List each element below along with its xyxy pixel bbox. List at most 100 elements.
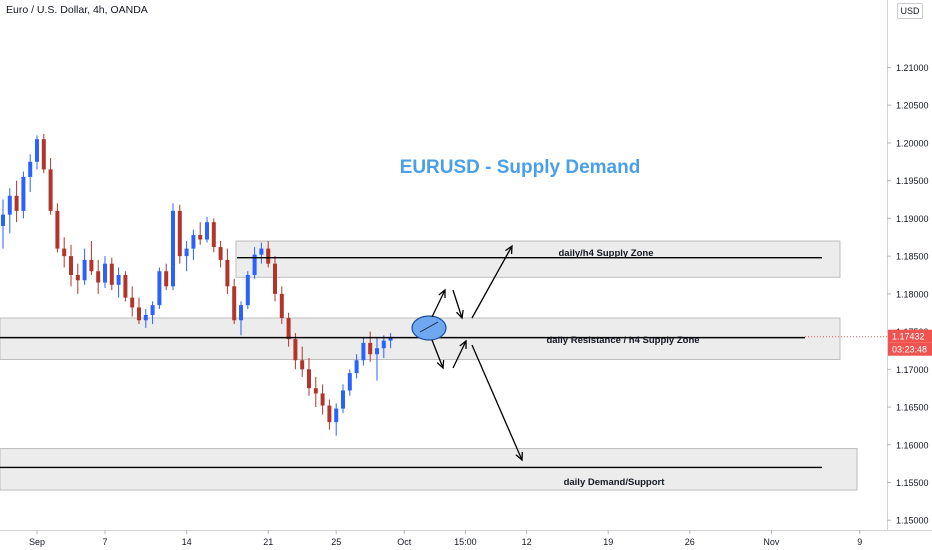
y-tick-label: 1.15500 [896, 478, 929, 488]
candle-body [259, 248, 264, 255]
arrow-back-up [452, 340, 467, 369]
candle-body [375, 348, 379, 355]
candle-body [130, 297, 135, 308]
candle-body [82, 259, 87, 281]
y-tick-label: 1.18500 [896, 252, 929, 262]
arrow-back-up-head [459, 339, 467, 350]
x-tick-label: Sep [29, 537, 45, 547]
zone-label: daily Resistance / h4 Supply Zone [546, 335, 699, 346]
candle-body [300, 360, 305, 370]
candle-body [232, 286, 237, 321]
candle-body [69, 256, 73, 275]
x-tick-label: 25 [331, 537, 341, 547]
countdown-tag [888, 342, 932, 356]
highlight-ellipse [411, 315, 447, 341]
zone-rect [0, 448, 858, 491]
candle-body [7, 195, 12, 215]
x-tick-label: 26 [685, 537, 695, 547]
candle-body [123, 275, 128, 298]
zone-rect [235, 240, 841, 278]
candle-body [293, 339, 298, 361]
last-price-tag [888, 329, 932, 343]
x-tick-label: 12 [522, 537, 532, 547]
candle-body [218, 247, 223, 260]
y-tick-label: 1.20500 [896, 101, 929, 111]
x-tick-label: 7 [102, 537, 107, 547]
y-tick-label: 1.21000 [896, 63, 929, 73]
candle-body [205, 222, 209, 240]
candle-body [28, 161, 33, 177]
x-tick-label: 19 [603, 537, 613, 547]
candle-body [327, 405, 332, 423]
candle-body [143, 314, 148, 321]
candle-body [388, 336, 393, 341]
y-tick-label: 1.18000 [896, 289, 929, 299]
candle-body [225, 259, 230, 287]
last-price-label: 1.17432 [892, 332, 925, 342]
y-tick-label: 1.17000 [896, 365, 929, 375]
y-tick-label: 1.19500 [896, 176, 929, 186]
x-tick-label: Oct [397, 537, 412, 547]
arrow-down-short [431, 339, 444, 369]
arrow-up-long [471, 245, 513, 319]
arrow-up-long-head [505, 244, 513, 255]
chart-title: EURUSD - Supply Demand [400, 157, 641, 178]
candle-body [347, 373, 352, 391]
candle-body [48, 169, 53, 211]
candle-body [211, 222, 216, 248]
candle-body [89, 259, 94, 272]
candle-body [198, 235, 203, 240]
arrow-down-long-head [515, 451, 523, 462]
candle-body [239, 305, 243, 321]
candle-body [103, 263, 107, 283]
candle-body [116, 275, 121, 285]
arrow-down-long [471, 344, 523, 461]
arrow-back-down [452, 289, 463, 319]
candle-body [307, 369, 311, 389]
candle-body [109, 263, 114, 285]
candle-body [286, 318, 291, 340]
y-tick-label: 1.19000 [896, 214, 929, 224]
annotations-layer: daily/h4 Supply Zone daily Resistance / h… [0, 244, 887, 488]
candle-body [171, 210, 175, 287]
y-tick-label: 1.15000 [896, 516, 929, 526]
y-tick-label: 1.16500 [896, 403, 929, 413]
candle-body [62, 248, 67, 257]
currency-button[interactable]: USD [897, 3, 923, 19]
zone-label: daily/h4 Supply Zone [558, 248, 653, 259]
y-tick-label: 1.20000 [896, 138, 929, 148]
candle-body [1, 214, 5, 226]
x-tick-label: 9 [857, 537, 862, 547]
price-axis[interactable]: 1.21000 1.20500 1.20000 1.19500 1.19000 1.185… [887, 63, 932, 526]
candle-body [354, 360, 359, 374]
arrow-up-short [431, 289, 446, 318]
candle-body [41, 139, 46, 170]
candle-body [55, 210, 60, 249]
candle-body [191, 235, 196, 249]
candle-body [96, 271, 101, 283]
candle-body [184, 248, 189, 257]
arrow-back-down-head [456, 309, 464, 320]
candle-body [341, 390, 345, 409]
candle-body [361, 342, 366, 361]
x-tick-label: 21 [263, 537, 273, 547]
x-tick-label: Nov [763, 537, 780, 547]
candle-body [266, 248, 271, 264]
candle-body [320, 393, 325, 406]
candle-body [273, 263, 277, 294]
ellipse-stroke-icon [419, 321, 439, 333]
countdown-label: 03:23:48 [892, 345, 927, 355]
time-axis[interactable]: Sep 7 14 21 25 Oct 15:00 12 19 26 Nov 9 [29, 530, 862, 547]
candle-body [313, 388, 318, 394]
symbol-title: Euro / U.S. Dollar, 4h, OANDA [6, 4, 148, 16]
candle-body [368, 342, 373, 355]
candle-body [14, 195, 19, 211]
x-tick-label: 15:00 [454, 537, 477, 547]
candle-body [75, 275, 80, 281]
candle-body [245, 275, 250, 306]
arrow-down-short-head [436, 359, 445, 370]
candle-body [164, 271, 169, 287]
candle-body [177, 210, 182, 257]
